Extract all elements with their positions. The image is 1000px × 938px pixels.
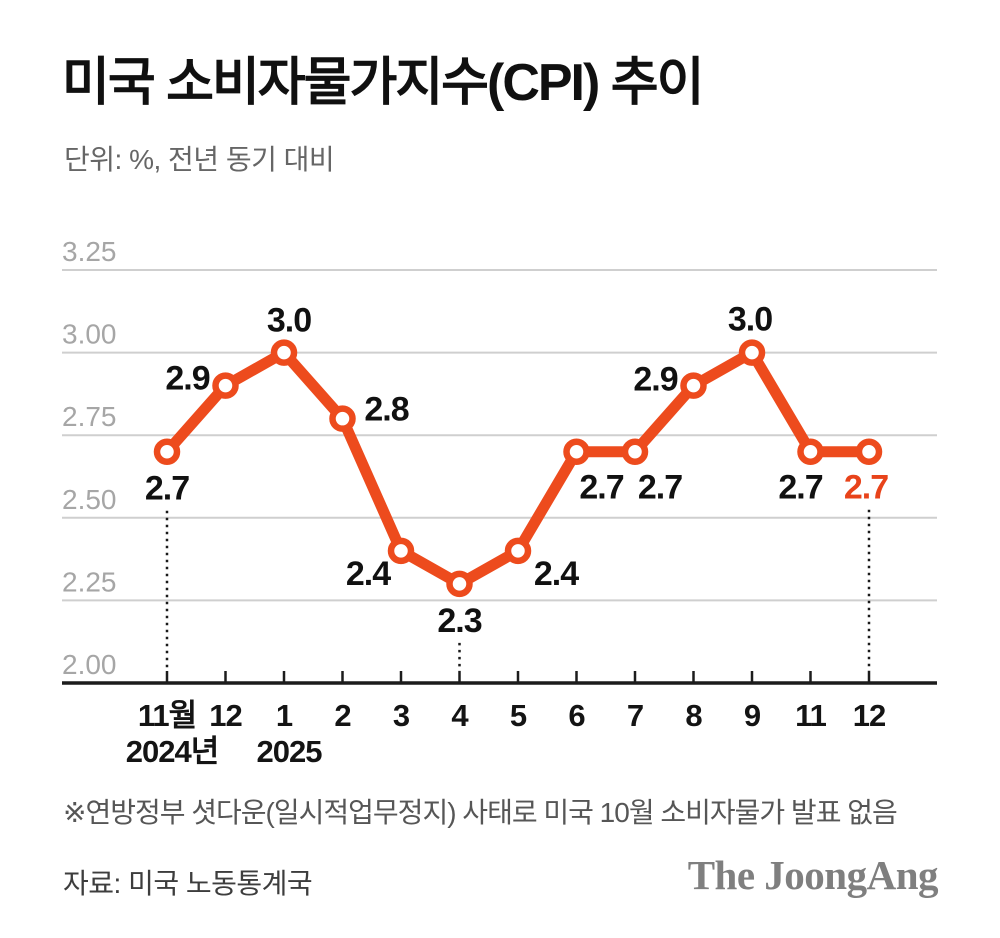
x-axis-label: 7 bbox=[627, 698, 643, 733]
data-point-label: 3.0 bbox=[267, 302, 311, 340]
x-axis-label: 9 bbox=[744, 698, 761, 733]
data-point-label: 2.3 bbox=[437, 602, 481, 640]
y-axis-tick-label: 2.75 bbox=[62, 401, 117, 432]
data-point-marker bbox=[563, 438, 590, 465]
data-point-marker bbox=[797, 438, 824, 465]
page-title: 미국 소비자물가지수(CPI) 추이 bbox=[62, 54, 704, 112]
data-point-marker bbox=[504, 537, 532, 565]
x-axis-label: 4 bbox=[451, 698, 469, 733]
data-point-label: 2.4 bbox=[534, 555, 579, 593]
y-axis-tick-label: 3.00 bbox=[62, 319, 117, 350]
data-point-label: 2.7 bbox=[145, 470, 189, 508]
data-point-marker bbox=[680, 372, 707, 399]
data-point-label: 2.9 bbox=[165, 360, 209, 398]
data-point-label: 2.9 bbox=[633, 361, 677, 399]
data-point-marker bbox=[270, 339, 298, 366]
latest-value-label: 2.7 bbox=[844, 469, 888, 507]
data-point-marker bbox=[621, 438, 649, 465]
data-point-marker bbox=[212, 372, 239, 399]
x-axis-label: 5 bbox=[510, 698, 527, 733]
data-point-label: 2.7 bbox=[778, 469, 822, 507]
y-axis-tick-label: 2.50 bbox=[62, 484, 117, 515]
x-axis-label: 11 bbox=[795, 698, 827, 733]
data-point-label: 2.7 bbox=[579, 469, 623, 507]
x-axis-label: 6 bbox=[568, 698, 585, 733]
x-axis-label: 12 bbox=[209, 698, 241, 733]
data-point-marker bbox=[329, 405, 356, 432]
footnote: ※연방정부 셧다운(일시적업무정지) 사태로 미국 10월 소비자물가 발표 없… bbox=[63, 797, 898, 828]
x-axis-label: 1 bbox=[276, 698, 293, 733]
data-point-marker bbox=[738, 339, 766, 366]
x-axis-year-label: 2024년 bbox=[126, 734, 218, 769]
data-point-label: 2.4 bbox=[346, 555, 391, 593]
y-axis-tick-label: 2.25 bbox=[62, 566, 117, 597]
data-point-marker bbox=[153, 438, 181, 465]
data-point-marker bbox=[446, 570, 473, 598]
x-axis-year-label: 2025 bbox=[257, 734, 323, 769]
x-axis-label: 2 bbox=[334, 698, 350, 733]
data-point-marker bbox=[387, 537, 415, 565]
x-axis-label: 8 bbox=[685, 698, 702, 733]
x-axis-label: 12 bbox=[853, 698, 885, 733]
x-axis-label: 3 bbox=[393, 698, 410, 733]
unit-label: 단위: %, 전년 동기 대비 bbox=[64, 144, 335, 175]
data-point-label: 2.7 bbox=[638, 469, 682, 507]
y-axis-tick-label: 3.25 bbox=[62, 236, 117, 267]
data-point-marker bbox=[855, 438, 883, 465]
x-axis-label: 11월 bbox=[138, 698, 196, 733]
joongang-logo: The JoongAng bbox=[687, 852, 939, 898]
data-point-label: 2.8 bbox=[364, 391, 408, 429]
y-axis-tick-label: 2.00 bbox=[62, 649, 117, 680]
source-label: 자료: 미국 노동통계국 bbox=[63, 868, 313, 899]
data-point-label: 3.0 bbox=[728, 301, 772, 339]
